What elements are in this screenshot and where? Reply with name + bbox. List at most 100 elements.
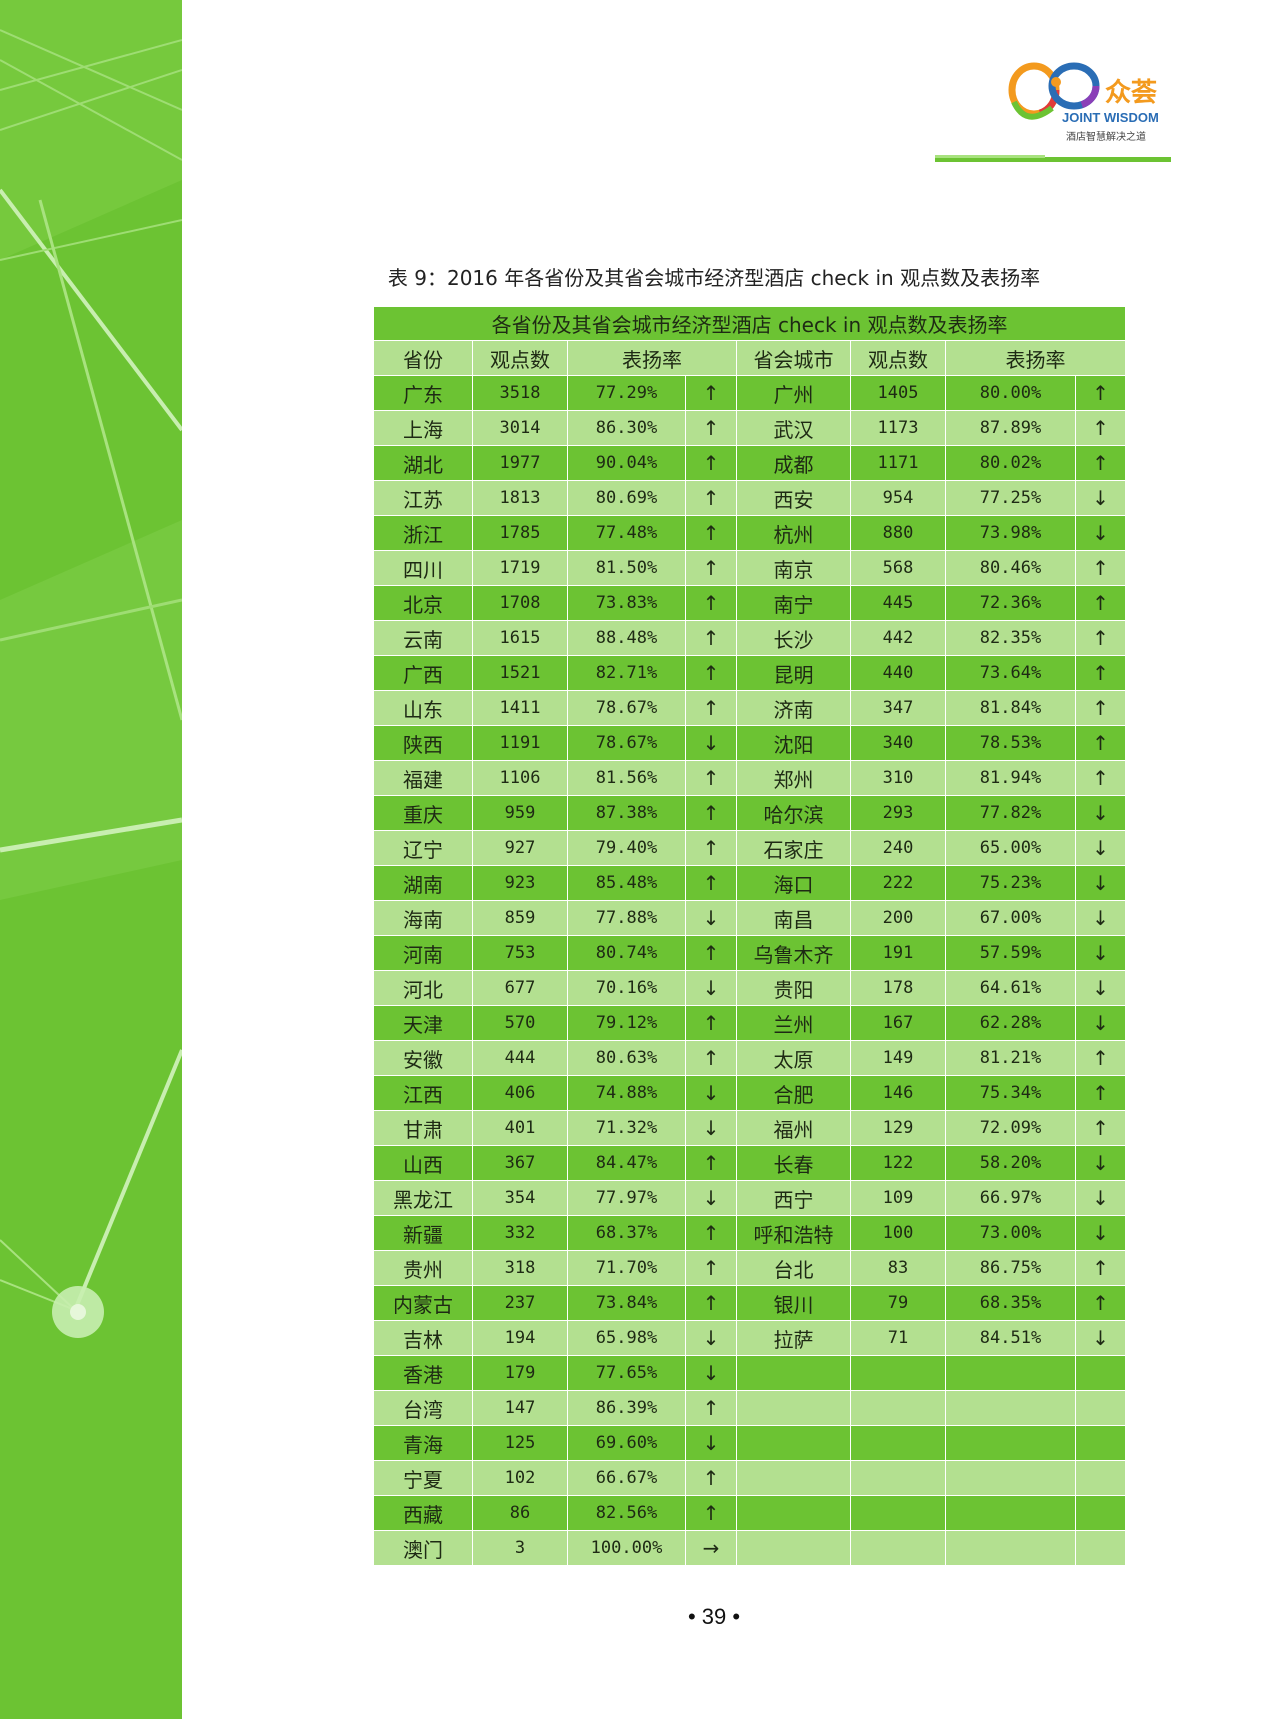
cell-capital-rate [945,1530,1076,1566]
cell-province-rate: 68.37% [567,1215,686,1251]
cell-province-count: 1785 [472,515,568,551]
cell-capital-trend: ↑ [1074,445,1127,481]
cell-capital-rate: 65.00% [945,830,1076,866]
cell-capital-trend: ↓ [1074,970,1127,1006]
cell-capital-count: 129 [850,1110,946,1146]
cell-capital-trend: ↓ [1074,1145,1127,1181]
cell-capital-rate: 73.00% [945,1215,1076,1251]
cell-province-trend: ↑ [685,585,737,621]
cell-capital: 海口 [736,865,851,901]
table-row: 江苏 1813 80.69% ↑ 西安 954 77.25% ↓ [373,480,1127,516]
cell-capital-rate: 82.35% [945,620,1076,656]
cell-capital-trend: ↓ [1074,1180,1127,1216]
cell-capital-count: 1405 [850,375,946,411]
cell-province-count: 927 [472,830,568,866]
table-row: 海南 859 77.88% ↓ 南昌 200 67.00% ↓ [373,900,1127,936]
table-row: 广西 1521 82.71% ↑ 昆明 440 73.64% ↑ [373,655,1127,691]
cell-capital-trend: ↑ [1074,1285,1127,1321]
cell-province-trend: ↑ [685,1495,737,1531]
cell-province-rate: 77.65% [567,1355,686,1391]
cell-capital-trend [1074,1425,1127,1461]
cell-province-count: 1813 [472,480,568,516]
cell-capital-count: 445 [850,585,946,621]
cell-capital-trend: ↓ [1074,900,1127,936]
cell-province-rate: 80.69% [567,480,686,516]
cell-province: 内蒙古 [373,1285,473,1321]
cell-capital-rate: 72.09% [945,1110,1076,1146]
cell-capital-count: 440 [850,655,946,691]
header-capital: 省会城市 [736,340,851,376]
header-count: 观点数 [472,340,568,376]
cell-capital-rate: 78.53% [945,725,1076,761]
cell-capital-count: 79 [850,1285,946,1321]
cell-capital-trend: ↓ [1074,865,1127,901]
table-row: 青海 125 69.60% ↓ [373,1425,1127,1461]
cell-province: 湖北 [373,445,473,481]
cell-capital: 哈尔滨 [736,795,851,831]
cell-capital-trend: ↓ [1074,830,1127,866]
cell-province-rate: 86.39% [567,1390,686,1426]
table-caption: 表 9：2016 年各省份及其省会城市经济型酒店 check in 观点数及表扬… [387,266,1041,290]
table-row: 云南 1615 88.48% ↑ 长沙 442 82.35% ↑ [373,620,1127,656]
joint-wisdom-logo-icon [1008,62,1100,120]
cell-province-count: 1106 [472,760,568,796]
cell-capital: 昆明 [736,655,851,691]
cell-capital-count [850,1390,946,1426]
cell-capital-count [850,1495,946,1531]
cell-province: 广西 [373,655,473,691]
cell-province-count: 1719 [472,550,568,586]
cell-capital: 杭州 [736,515,851,551]
cell-capital: 太原 [736,1040,851,1076]
cell-capital-rate: 81.94% [945,760,1076,796]
cell-province: 青海 [373,1425,473,1461]
cell-province-trend: ↑ [685,1250,737,1286]
table-title-row: 各省份及其省会城市经济型酒店 check in 观点数及表扬率 [372,306,1127,341]
cell-province: 陕西 [373,725,473,761]
table-row: 江西 406 74.88% ↓ 合肥 146 75.34% ↑ [373,1075,1127,1111]
cell-province-rate: 82.56% [567,1495,686,1531]
table-row: 广东 3518 77.29% ↑ 广州 1405 80.00% ↑ [373,375,1127,411]
cell-capital: 济南 [736,690,851,726]
cell-capital-count: 222 [850,865,946,901]
cell-province-count: 3014 [472,410,568,446]
cell-province-count: 354 [472,1180,568,1216]
cell-capital-count: 83 [850,1250,946,1286]
cell-capital-trend: ↑ [1074,1040,1127,1076]
cell-capital-rate: 67.00% [945,900,1076,936]
cell-province: 甘肃 [373,1110,473,1146]
cell-province-count: 125 [472,1425,568,1461]
cell-province-trend: ↑ [685,760,737,796]
cell-capital-count [850,1530,946,1566]
cell-province: 湖南 [373,865,473,901]
cell-capital-rate: 77.82% [945,795,1076,831]
cell-province: 北京 [373,585,473,621]
cell-province-count: 147 [472,1390,568,1426]
cell-capital-count: 240 [850,830,946,866]
table-row: 山东 1411 78.67% ↑ 济南 347 81.84% ↑ [373,690,1127,726]
cell-province-trend: ↑ [685,795,737,831]
cell-capital-count: 200 [850,900,946,936]
cell-province: 山东 [373,690,473,726]
table-row: 北京 1708 73.83% ↑ 南宁 445 72.36% ↑ [373,585,1127,621]
cell-province-rate: 73.84% [567,1285,686,1321]
cell-province: 江苏 [373,480,473,516]
table-row: 河北 677 70.16% ↓ 贵阳 178 64.61% ↓ [373,970,1127,1006]
cell-capital-rate: 66.97% [945,1180,1076,1216]
cell-capital-trend: ↓ [1074,795,1127,831]
cell-province: 辽宁 [373,830,473,866]
cell-capital-trend [1074,1495,1127,1531]
cell-capital-rate: 80.46% [945,550,1076,586]
cell-capital-rate: 75.23% [945,865,1076,901]
cell-capital: 南京 [736,550,851,586]
table-row: 重庆 959 87.38% ↑ 哈尔滨 293 77.82% ↓ [373,795,1127,831]
table-row: 吉林 194 65.98% ↓ 拉萨 71 84.51% ↓ [373,1320,1127,1356]
cell-province-trend: ↑ [685,375,737,411]
cell-province: 安徽 [373,1040,473,1076]
cell-province: 新疆 [373,1215,473,1251]
cell-province: 海南 [373,900,473,936]
cell-capital-count: 100 [850,1215,946,1251]
cell-province-trend: ↑ [685,1460,737,1496]
cell-province-trend: ↓ [685,970,737,1006]
header-rate: 表扬率 [567,340,737,376]
cell-province-trend: ↓ [685,1320,737,1356]
